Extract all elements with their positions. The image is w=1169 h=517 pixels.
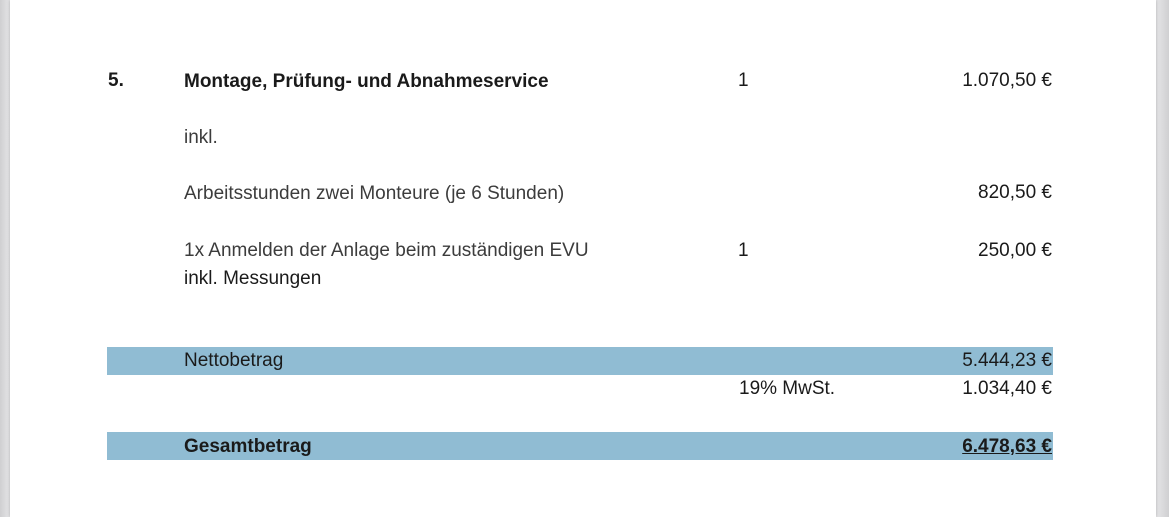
- sub-item-description: Arbeitsstunden zwei Monteure (je 6 Stund…: [184, 183, 565, 204]
- net-total-band: [107, 347, 1053, 375]
- item-number: 5.: [108, 70, 124, 91]
- incl-label: inkl.: [184, 127, 218, 148]
- sub-item-quantity: 1: [738, 240, 749, 261]
- item-quantity: 1: [738, 70, 749, 91]
- viewer-right-edge: [1156, 0, 1169, 517]
- net-total-label: Nettobetrag: [184, 350, 284, 371]
- viewer-left-edge: [0, 0, 10, 517]
- vat-label: 19% MwSt.: [739, 378, 836, 399]
- sub-item-description: 1x Anmelden der Anlage beim zuständigen …: [184, 240, 589, 261]
- vat-value: 1.034,40 €: [962, 378, 1052, 399]
- gross-total-value: 6.478,63 €: [962, 436, 1052, 457]
- item-price: 1.070,50 €: [962, 70, 1052, 91]
- gross-total-band: [107, 432, 1053, 460]
- item-title: Montage, Prüfung- und Abnahmeservice: [184, 71, 549, 92]
- sub-item-description-line2: inkl. Messungen: [184, 268, 322, 289]
- gross-total-label: Gesamtbetrag: [184, 436, 312, 457]
- sub-item-price: 820,50 €: [978, 182, 1052, 203]
- document-page: [10, 0, 1156, 517]
- sub-item-price: 250,00 €: [978, 240, 1052, 261]
- net-total-value: 5.444,23 €: [962, 350, 1052, 371]
